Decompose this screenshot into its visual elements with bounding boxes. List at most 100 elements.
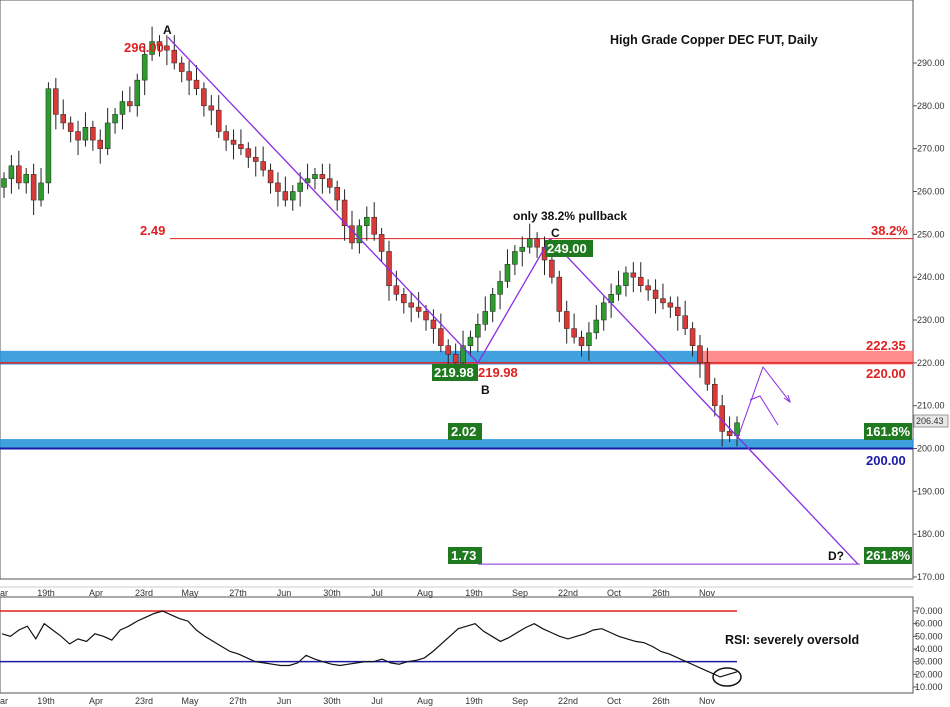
level-222-label: 222.35 <box>866 338 906 353</box>
x-tick-label: 23rd <box>135 588 153 598</box>
price-tick-label: 180.00 <box>917 529 945 539</box>
candle-body <box>164 45 170 51</box>
projection-arrowhead-1 <box>783 394 791 404</box>
rsi-tick-label: 10.000 <box>915 682 943 692</box>
candle-body <box>393 285 400 295</box>
x-tick-label: Sep <box>512 588 528 598</box>
candle-body <box>149 41 155 55</box>
last-price-text: 206.43 <box>916 416 944 426</box>
level-261-right-label: 261.8% <box>866 548 911 563</box>
price-tick-label: 270.00 <box>917 144 945 154</box>
candle-body <box>134 79 141 107</box>
candle-body <box>104 122 111 149</box>
projection-arrows <box>736 365 791 441</box>
rsi-annotation: RSI: severely oversold <box>725 633 859 647</box>
candle-body <box>90 127 96 141</box>
point-b-price-red: 219.98 <box>478 365 518 380</box>
candle-body <box>349 225 355 244</box>
candle-body <box>415 306 422 312</box>
candle-body <box>652 289 659 299</box>
x-tick-label: May <box>181 696 199 706</box>
candle-body <box>238 144 244 149</box>
candle-body <box>215 109 222 132</box>
candle-body <box>356 225 363 244</box>
x-tick-label: 30th <box>323 588 341 598</box>
x-tick-label: Apr <box>89 588 103 598</box>
point-d-label: D? <box>828 549 844 563</box>
candle-body <box>645 285 651 291</box>
x-tick-label: Oct <box>607 696 622 706</box>
chart-title: High Grade Copper DEC FUT, Daily <box>610 33 818 47</box>
projection-path-2 <box>749 395 779 426</box>
candle-body <box>667 302 674 308</box>
price-tick-label: 190.00 <box>917 486 945 496</box>
price-tick-label: 170.00 <box>917 572 945 582</box>
candle-body <box>549 259 555 278</box>
price-tick-label: 210.00 <box>917 401 945 411</box>
candle-body <box>556 276 563 312</box>
candle-body <box>267 169 274 184</box>
candle-body <box>60 114 66 124</box>
candle-body <box>260 161 266 171</box>
x-tick-label: 26th <box>652 696 670 706</box>
projection-path-1 <box>736 365 791 441</box>
candle-body <box>534 238 540 248</box>
candle-body <box>697 345 703 364</box>
candle-body <box>67 122 74 132</box>
candle-body <box>430 319 437 329</box>
x-tick-label: Aug <box>417 588 433 598</box>
candle-body <box>578 336 585 346</box>
price-tick-label: 280.00 <box>917 101 945 111</box>
trendline-C-D <box>549 238 859 565</box>
price-tick-label: 250.00 <box>917 229 945 239</box>
candle-body <box>312 174 318 179</box>
level-38-left-label: 2.49 <box>140 223 165 238</box>
candle-body <box>178 62 185 72</box>
candle-body <box>438 328 444 346</box>
candle-body <box>704 362 711 385</box>
x-tick-label: 26th <box>652 588 670 598</box>
candle-body <box>712 384 718 406</box>
candle-body <box>467 336 474 346</box>
x-tick-label: Nov <box>699 696 716 706</box>
level-220-label: 220.00 <box>866 366 906 381</box>
candle-body <box>637 276 644 286</box>
candle-body <box>282 191 289 201</box>
x-tick-label: Sep <box>512 696 528 706</box>
candle-body <box>445 345 451 355</box>
main-pane <box>0 0 914 580</box>
x-tick-label: Nov <box>699 588 716 598</box>
level-261-right-box <box>864 547 912 564</box>
rsi-tick-label: 60.000 <box>915 619 943 629</box>
candle-body <box>245 148 252 158</box>
rsi-tick-label: 40.000 <box>915 644 943 654</box>
x-tick-label: 19th <box>37 588 55 598</box>
candle-body <box>615 285 622 295</box>
candle-body <box>334 186 340 201</box>
candle-body <box>53 88 59 115</box>
candle-body <box>16 165 22 184</box>
x-tick-label: ar <box>0 588 8 598</box>
candle-body <box>119 101 126 115</box>
x-tick-label: 19th <box>465 588 483 598</box>
trendline-A-B <box>167 36 479 364</box>
candle-body <box>230 139 237 145</box>
rsi-tick-label: 20.000 <box>915 669 943 679</box>
level-261-left-label: 1.73 <box>451 548 476 563</box>
candle-body <box>297 182 303 192</box>
x-tick-label: 22nd <box>558 696 578 706</box>
candle-body <box>675 306 681 316</box>
oversold-circle <box>712 667 742 687</box>
candle-body <box>408 302 414 308</box>
rsi-tick-label: 30.000 <box>915 657 943 667</box>
candle-body <box>193 79 200 89</box>
x-tick-label: May <box>181 588 199 598</box>
candle-body <box>660 298 666 304</box>
x-tick-label: 30th <box>323 696 341 706</box>
candle-body <box>8 165 15 179</box>
rsi-pane <box>0 596 914 694</box>
candle-body <box>208 105 215 111</box>
candle-body <box>341 199 348 227</box>
candle-body <box>593 319 600 334</box>
